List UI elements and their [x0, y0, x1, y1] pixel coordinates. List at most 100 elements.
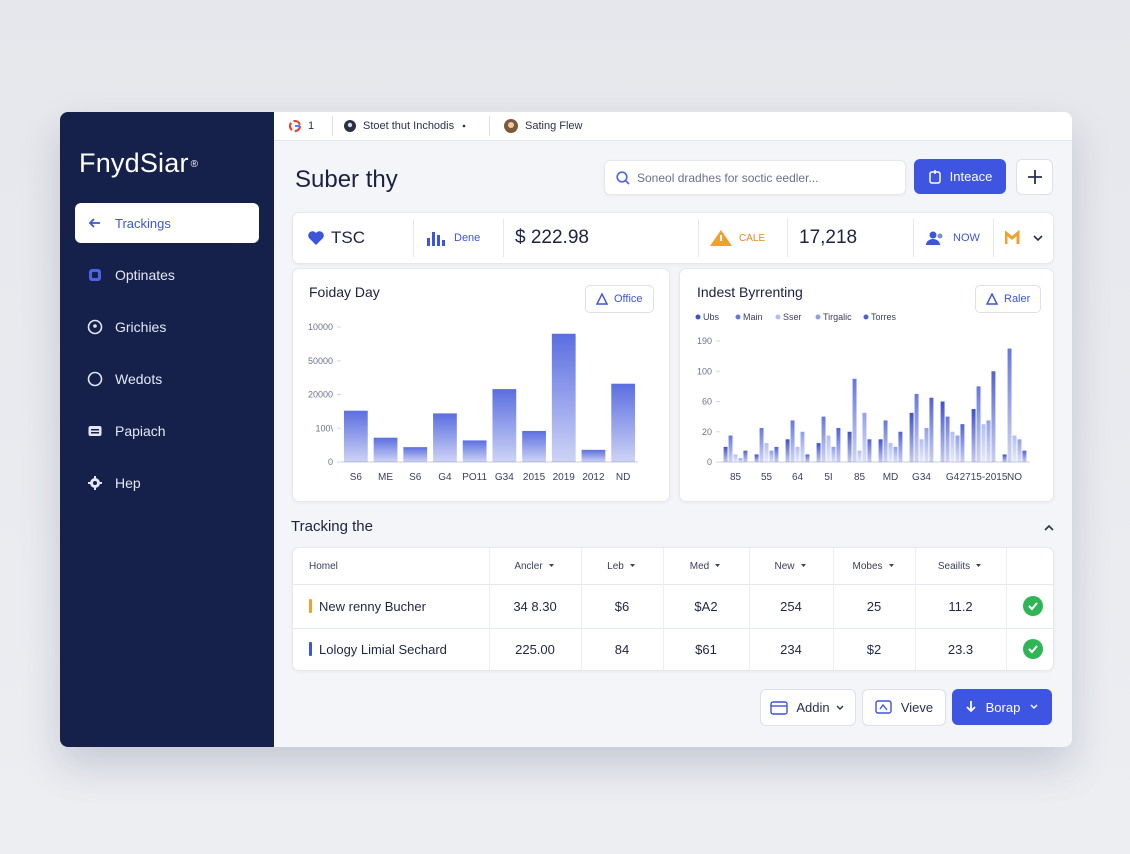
bar	[764, 443, 769, 462]
tab[interactable]: Sating Flew	[503, 112, 582, 140]
y-tick-label: 100	[697, 366, 712, 376]
column-header[interactable]: Med	[663, 548, 749, 584]
row-marker	[309, 599, 312, 613]
app-window: FnydSiar ® Trackings Optinates Grichies W…	[60, 112, 1072, 747]
stat-label: CALE	[739, 232, 766, 244]
nav-item[interactable]: Grichies	[75, 307, 259, 347]
table-cell: $61	[695, 641, 717, 657]
chart-title: Indest Byrrenting	[697, 284, 803, 300]
column-header[interactable]: Ancler	[489, 548, 581, 584]
stat: CALE	[709, 213, 765, 263]
check-icon	[1023, 639, 1043, 659]
bar	[909, 412, 914, 462]
tab[interactable]: 1	[288, 112, 314, 140]
tab[interactable]: Stoet thut Inchodis	[343, 112, 470, 140]
x-tick-label: S6	[350, 472, 363, 483]
nav-icon	[88, 426, 102, 436]
column-divider	[581, 548, 582, 670]
column-divider	[489, 548, 490, 670]
stats-bar: TSC Dene $ 222.98 CALE 17,218 NOW	[292, 212, 1054, 264]
brand-name: FnydSiar	[79, 148, 189, 178]
stat-value: 17,218	[799, 227, 858, 248]
y-tick-label: 10000	[308, 322, 333, 332]
x-tick-label: 85	[854, 472, 866, 483]
column-header[interactable]: Seailits	[915, 548, 1006, 584]
x-tick-label: G34	[912, 472, 931, 483]
column-divider	[663, 548, 664, 670]
button-icon	[966, 701, 976, 713]
row-divider	[293, 584, 1053, 585]
nav-icon	[87, 319, 103, 335]
menu-icon	[1005, 230, 1043, 244]
section-title: Tracking the	[291, 518, 373, 535]
column-header[interactable]: Mobes	[833, 548, 915, 584]
sort-caret	[976, 564, 982, 567]
bar	[955, 435, 960, 462]
bar	[738, 458, 743, 462]
bar	[403, 447, 428, 462]
bar	[986, 420, 991, 462]
footer-button[interactable]: Borap	[952, 689, 1052, 725]
header-label: Mobes	[852, 560, 883, 572]
nav-item[interactable]: Papiach	[75, 411, 259, 451]
table-cell: $A2	[694, 598, 718, 614]
x-tick-label: 2715-2015	[960, 472, 1008, 483]
legend-marker	[775, 314, 781, 320]
column-divider	[833, 548, 834, 670]
button-label: Raler	[1004, 293, 1031, 305]
header-label: Seailits	[937, 560, 971, 572]
legend-label: Ubs	[703, 312, 720, 322]
footer-button[interactable]: Vieve	[862, 689, 946, 726]
nav-icon	[87, 371, 103, 387]
bar	[836, 427, 841, 462]
y-tick-label: 60	[702, 397, 712, 407]
bars-icon	[427, 232, 445, 246]
nav-item[interactable]: Wedots	[75, 359, 259, 399]
sort-caret	[888, 564, 894, 567]
divider	[913, 219, 914, 257]
tab-icon	[344, 120, 356, 132]
nav-label: Papiach	[115, 423, 166, 439]
bar	[883, 420, 888, 462]
brand-suffix: ®	[190, 159, 199, 171]
footer-button[interactable]: Addin	[760, 689, 856, 726]
bar	[981, 424, 986, 462]
divider	[787, 219, 788, 257]
divider	[698, 219, 699, 257]
bar	[821, 416, 826, 462]
button-label: Inteace	[949, 169, 993, 184]
column-header[interactable]: New	[749, 548, 833, 584]
header-button[interactable]: Inteace	[914, 159, 1006, 194]
chart-button[interactable]: Raler	[975, 285, 1042, 313]
bar	[433, 413, 457, 462]
row-marker	[309, 642, 312, 656]
column-divider	[915, 548, 916, 670]
tab-dot	[462, 124, 466, 128]
header-label: New	[774, 560, 795, 572]
status-check[interactable]	[1023, 596, 1043, 616]
bar	[733, 454, 738, 462]
nav-item[interactable]: Trackings	[75, 203, 259, 243]
bar	[611, 383, 636, 462]
row-divider	[293, 628, 1053, 629]
status-check[interactable]	[1023, 639, 1043, 659]
stat-menu[interactable]	[1005, 213, 1045, 263]
search-box[interactable]: Soneol dradhes for soctic eedler...	[604, 160, 906, 195]
sidebar: FnydSiar ® Trackings Optinates Grichies W…	[60, 112, 274, 747]
legend-label: Sser	[783, 312, 802, 322]
bar	[774, 446, 779, 462]
bar	[790, 420, 795, 462]
stat: Dene	[426, 213, 480, 263]
bar	[960, 424, 965, 462]
button-icon	[875, 699, 892, 714]
nav-item[interactable]: Hep	[75, 463, 259, 503]
x-tick-label: ND	[616, 472, 630, 483]
bar	[816, 443, 821, 462]
column-header[interactable]: Homel	[293, 548, 489, 584]
y-tick-label: 50000	[308, 356, 333, 366]
nav-item[interactable]: Optinates	[75, 255, 259, 295]
chart-button[interactable]: Office	[585, 285, 654, 313]
add-button[interactable]	[1016, 159, 1053, 195]
column-header[interactable]: Leb	[581, 548, 663, 584]
collapse-icon[interactable]	[1043, 523, 1055, 533]
